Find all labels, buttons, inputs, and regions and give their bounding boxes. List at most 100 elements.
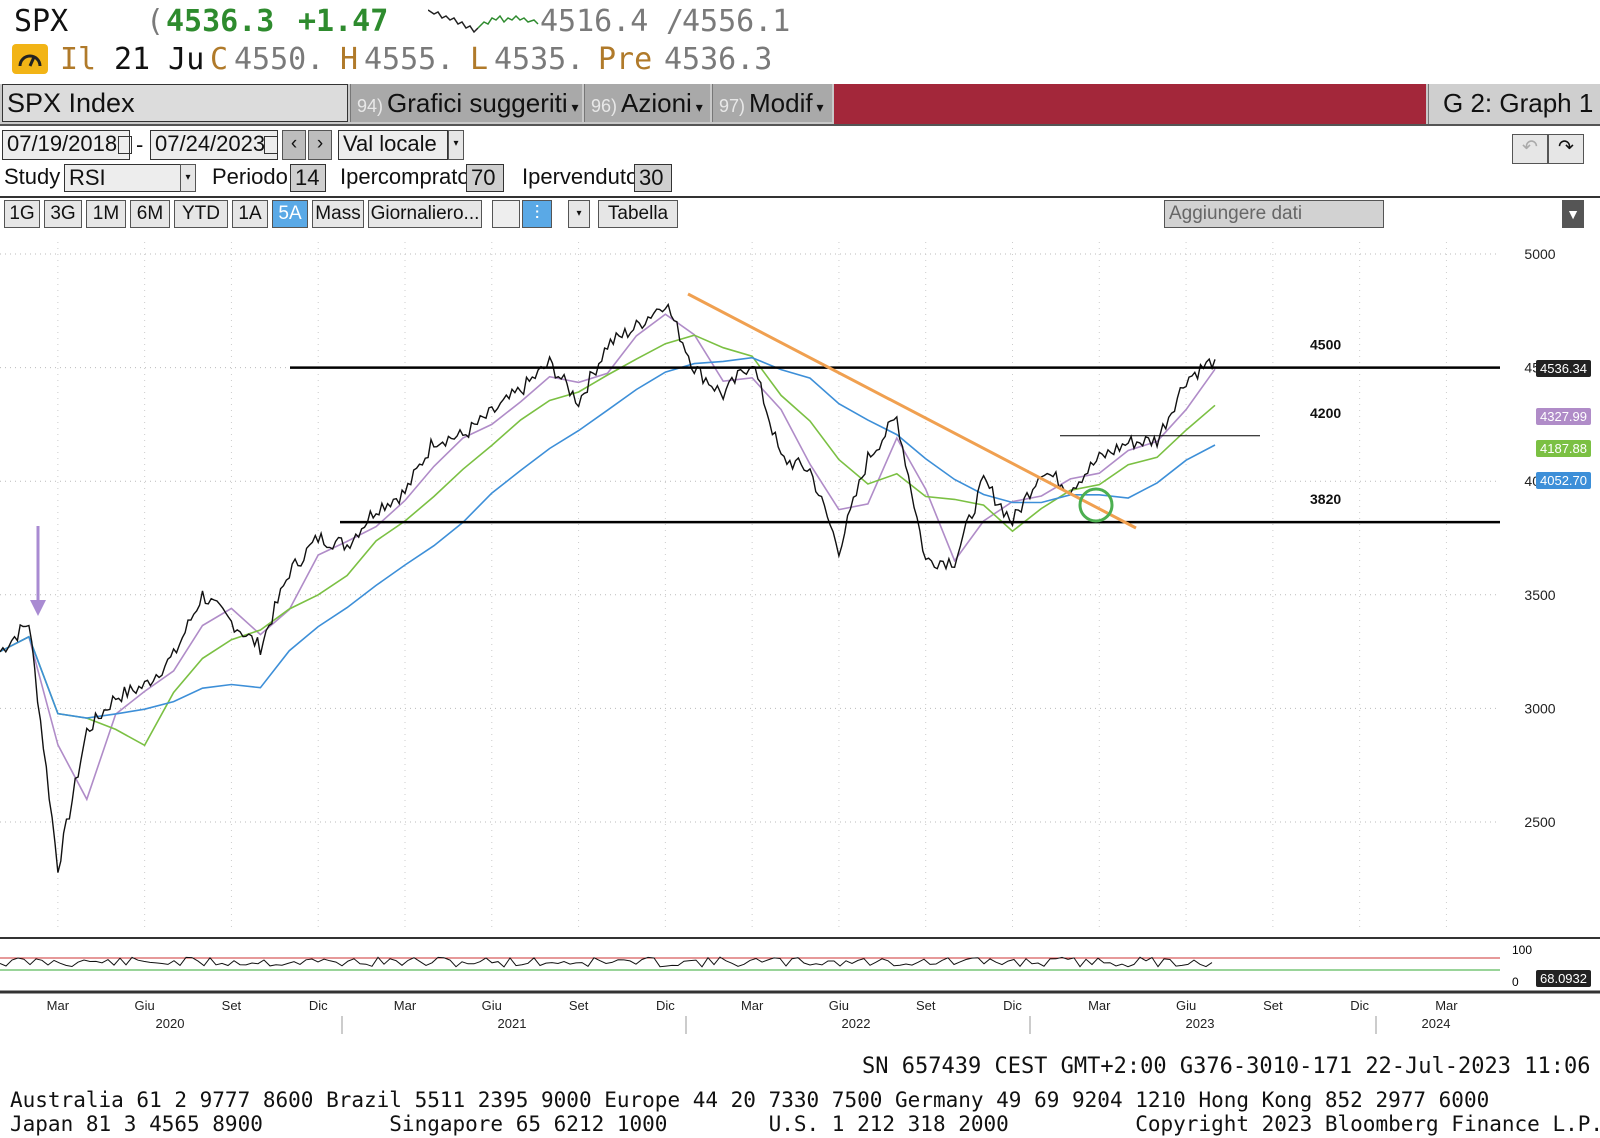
date-from-field[interactable]: 07/19/2018 <box>2 130 130 160</box>
last-price: 4536.3 <box>166 4 275 39</box>
y-tick-label: 2500 <box>1524 814 1555 830</box>
frequency-select[interactable]: Giornaliero... <box>368 200 482 228</box>
range-button-ytd[interactable]: YTD <box>174 200 228 228</box>
range-button-1g[interactable]: 1G <box>4 200 40 228</box>
x-tick-label: Giu <box>135 998 155 1013</box>
study-label: Study <box>4 164 61 189</box>
prev-value: 4536.3 <box>664 42 773 77</box>
table-button[interactable]: Tabella <box>598 200 678 228</box>
range-button-5a[interactable]: 5A <box>272 200 308 228</box>
range-high: 4556.1 <box>682 4 791 39</box>
price-chart[interactable]: 5000450040003500300025004500420038201000… <box>0 232 1600 1040</box>
speedometer-icon[interactable] <box>12 44 48 74</box>
arrow-head <box>30 600 46 616</box>
study-select[interactable]: RSI <box>64 164 182 192</box>
y-tick-label: 5000 <box>1524 246 1555 262</box>
period-input[interactable]: 14 <box>290 164 326 192</box>
range-bar <box>0 196 1600 232</box>
low-value: 4535. <box>494 42 585 77</box>
date-to-field[interactable]: 07/24/2023 <box>150 130 278 160</box>
trend-line <box>687 292 1137 530</box>
x-year-label: 2023 <box>1186 1016 1215 1031</box>
x-year-label: 2022 <box>842 1016 871 1031</box>
status-line: SN 657439 CEST GMT+2:00 G376-3010-171 22… <box>862 1054 1591 1079</box>
last-price-tag: 4536.34 <box>1536 360 1591 377</box>
security-field[interactable]: SPX Index <box>2 84 348 122</box>
x-tick-label: Dic <box>656 998 675 1013</box>
redo-button[interactable]: ↷ <box>1548 134 1584 164</box>
undo-button[interactable]: ↶ <box>1512 134 1548 164</box>
x-year-label: 2024 <box>1422 1016 1451 1031</box>
x-tick-label: Mar <box>1088 998 1111 1013</box>
date-dash: - <box>136 132 144 157</box>
menu-edit[interactable]: 97) Modif ▾ <box>712 84 832 122</box>
y-tick-label: 3000 <box>1524 700 1555 716</box>
graph-selector[interactable]: G 2: Graph 1 <box>1428 84 1600 124</box>
filter-icon[interactable]: ▼ <box>1562 200 1584 228</box>
chart-style-button[interactable] <box>492 200 520 228</box>
menu-actions[interactable]: 96) Azioni ▾ <box>584 84 710 122</box>
x-tick-label: Dic <box>1350 998 1369 1013</box>
range-low: 4516.4 <box>540 4 649 39</box>
ma-tag-1: 4327.99 <box>1536 408 1591 425</box>
study-dropdown-icon[interactable]: ▾ <box>180 164 196 192</box>
x-tick-label: Mar <box>394 998 417 1013</box>
ma-tag-2: 4187.88 <box>1536 440 1591 457</box>
range-button-3g[interactable]: 3G <box>44 200 82 228</box>
menu-num: 97) <box>719 96 746 116</box>
x-tick-label: Set <box>916 998 936 1013</box>
chart-type-button[interactable]: ⫶ <box>522 200 552 228</box>
x-year-label: 2020 <box>156 1016 185 1031</box>
level-label: 4500 <box>1310 337 1341 353</box>
overbought-input[interactable]: 70 <box>466 164 504 192</box>
x-year-label: 2021 <box>498 1016 527 1031</box>
next-period-button[interactable]: › <box>308 130 332 160</box>
footer-line-1: Australia 61 2 9777 8600 Brazil 5511 239… <box>10 1088 1490 1112</box>
add-data-button[interactable]: Aggiungere dati <box>1164 200 1384 228</box>
footer-line-2: Japan 81 3 4565 8900 Singapore 65 6212 1… <box>10 1112 1600 1136</box>
range-button-6m[interactable]: 6M <box>130 200 170 228</box>
ticker: SPX <box>14 4 69 39</box>
x-tick-label: Giu <box>1176 998 1196 1013</box>
quote-date: 21 Ju <box>114 42 205 77</box>
rsi-line <box>0 956 1213 968</box>
x-tick-label: Set <box>569 998 589 1013</box>
price-line <box>0 302 1216 873</box>
x-tick-label: Dic <box>309 998 328 1013</box>
highlight-circle <box>1078 487 1114 523</box>
currency-dropdown-icon[interactable]: ▾ <box>448 130 464 160</box>
x-tick-label: Set <box>1263 998 1283 1013</box>
menu-suggested-charts[interactable]: 94) Grafici suggeriti ▾ <box>350 84 582 122</box>
rsi-tag: 68.0932 <box>1536 970 1591 987</box>
calendar-icon[interactable] <box>264 136 278 154</box>
x-tick-label: Dic <box>1003 998 1022 1013</box>
level-label: 4200 <box>1310 405 1341 421</box>
menu-label: Modif <box>749 88 813 118</box>
menu-label: Azioni <box>621 88 692 118</box>
y-tick-label: 3500 <box>1524 587 1555 603</box>
currency-select[interactable]: Val locale <box>338 130 448 160</box>
chart-type-dropdown-icon[interactable]: ▾ <box>568 200 590 228</box>
menu-label: Grafici suggeriti <box>387 88 568 118</box>
range-sep: / <box>666 4 685 39</box>
oversold-label: Ipervenduto <box>522 164 639 189</box>
menu-num: 94) <box>357 96 384 116</box>
prev-label: Pre <box>598 42 653 77</box>
high-value: 4555. <box>364 42 455 77</box>
x-tick-label: Mar <box>1435 998 1458 1013</box>
x-tick-label: Giu <box>829 998 849 1013</box>
overbought-label: Ipercomprato <box>340 164 470 189</box>
oversold-input[interactable]: 30 <box>634 164 672 192</box>
range-button-1m[interactable]: 1M <box>86 200 126 228</box>
menu-num: 96) <box>591 96 618 116</box>
moving-average-line <box>0 313 1216 802</box>
period-label: Periodo <box>212 164 288 189</box>
low-label: L <box>470 42 489 77</box>
range-button-max[interactable]: Mass <box>312 200 364 228</box>
calendar-icon[interactable] <box>118 136 132 154</box>
moving-average-line <box>0 334 1216 747</box>
range-button-1a[interactable]: 1A <box>232 200 268 228</box>
prev-period-button[interactable]: ‹ <box>282 130 306 160</box>
high-label: H <box>340 42 359 77</box>
price-change: +1.47 <box>298 4 389 39</box>
